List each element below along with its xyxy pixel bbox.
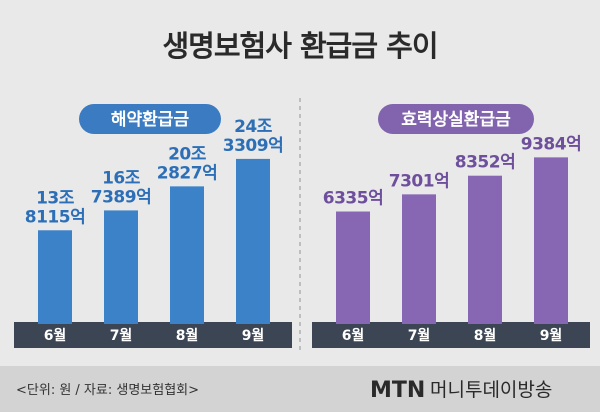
right-tick-label-2: 7월 [408,327,431,344]
right-bar-4 [534,157,568,324]
left-bar-1 [38,230,72,324]
left-tick-label-3: 8월 [176,327,199,344]
right-value-label-2-1: 7301억 [389,171,449,191]
right-panel: 효력상실환급금 6335억 6월 7301억 7월 8352억 8월 9384억 9월 [312,104,590,348]
left-value-label-4-1: 24조 [234,117,273,137]
left-value-label-1-2: 8115억 [25,207,85,227]
right-tick-label-4: 9월 [540,327,563,344]
left-tick-label-2: 7월 [110,327,133,344]
right-bar-1 [336,211,370,324]
left-bar-4 [236,158,270,324]
right-value-label-3-1: 8352억 [455,153,515,173]
right-bar-3 [468,175,502,324]
right-tick-label-1: 6월 [342,327,365,344]
left-panel-title-pill [79,104,221,134]
right-bars: 6335억 6월 7301억 7월 8352억 8월 9384억 9월 [323,134,582,344]
left-value-label-2-1: 16조 [102,168,141,188]
right-bar-2 [402,194,436,324]
left-bar-3 [170,186,204,324]
left-bar-2 [104,210,138,324]
right-tick-label-3: 8월 [474,327,497,344]
left-value-label-1-1: 13조 [36,188,75,208]
left-value-label-4-2: 3309억 [223,136,283,156]
left-tick-label-4: 9월 [242,327,265,344]
left-axis-band [14,322,292,348]
right-panel-title-pill [378,104,534,134]
left-value-label-3-2: 2827억 [157,163,217,183]
left-value-label-2-2: 7389억 [91,187,151,207]
right-value-label-1-1: 6335억 [323,189,383,209]
logo-mtn: MTN [370,378,425,403]
left-value-label-3-1: 20조 [168,144,207,164]
right-panel-title: 효력상실환급금 [401,110,511,130]
chart-title: 생명보험사 환급금 추이 [163,29,438,63]
logo-kr: 머니투데이방송 [430,379,552,401]
right-value-label-4-1: 9384억 [521,134,581,154]
left-panel-title: 해약환급금 [111,109,190,130]
left-tick-label-1: 6월 [44,327,67,344]
right-axis-band [312,322,590,348]
footer-band [0,366,600,412]
source-note: <단위: 원 / 자료: 생명보험협회> [16,383,199,398]
